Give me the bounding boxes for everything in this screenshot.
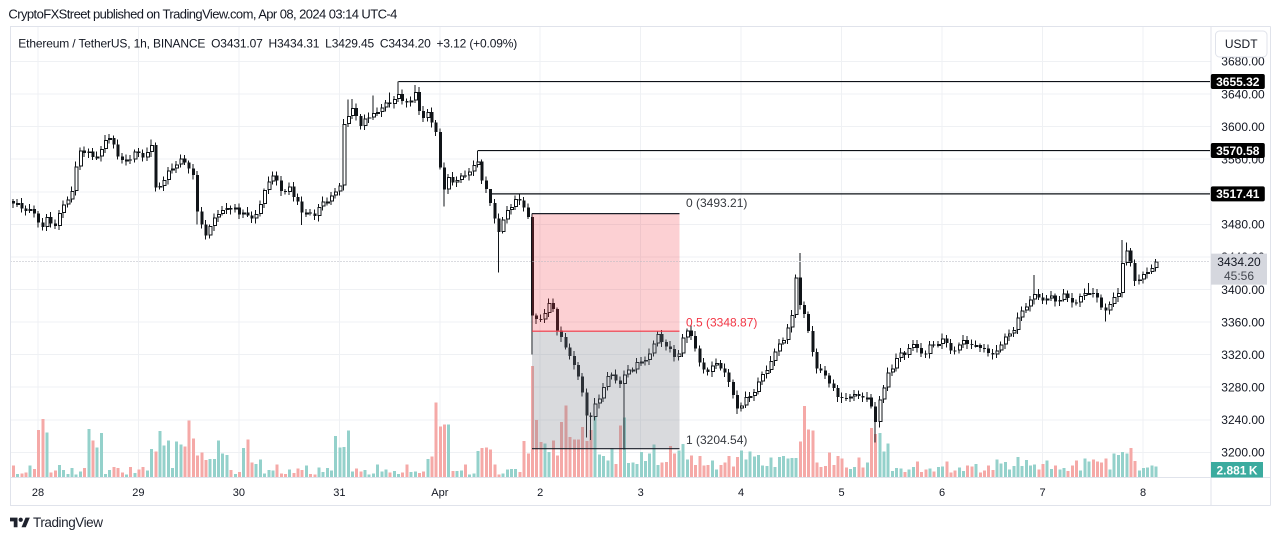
svg-text:3655.32: 3655.32 — [1216, 75, 1260, 89]
svg-text:3680.00: 3680.00 — [1221, 55, 1265, 69]
svg-text:3434.20: 3434.20 — [1217, 255, 1261, 269]
svg-text:3200.00: 3200.00 — [1221, 446, 1265, 460]
svg-text:30: 30 — [233, 487, 245, 499]
svg-text:2.881 K: 2.881 K — [1216, 463, 1257, 477]
svg-text:5: 5 — [839, 487, 845, 499]
svg-text:3320.00: 3320.00 — [1221, 348, 1265, 362]
svg-text:7: 7 — [1039, 487, 1045, 499]
svg-text:3517.41: 3517.41 — [1216, 187, 1260, 201]
svg-text:TradingView: TradingView — [33, 515, 103, 530]
svg-text:8: 8 — [1140, 487, 1146, 499]
svg-text:29: 29 — [132, 487, 144, 499]
svg-text:28: 28 — [32, 487, 44, 499]
svg-text:31: 31 — [333, 487, 345, 499]
svg-text:Ethereum / TetherUS, 1h, BINAN: Ethereum / TetherUS, 1h, BINANCE O3431.0… — [18, 37, 517, 51]
svg-text:3400.00: 3400.00 — [1221, 283, 1265, 297]
svg-text:0 (3493.21): 0 (3493.21) — [686, 196, 747, 210]
svg-text:45:56: 45:56 — [1224, 269, 1254, 283]
svg-text:3280.00: 3280.00 — [1221, 381, 1265, 395]
svg-text:3600.00: 3600.00 — [1221, 120, 1265, 134]
svg-text:4: 4 — [738, 487, 744, 499]
svg-text:6: 6 — [939, 487, 945, 499]
svg-text:3570.58: 3570.58 — [1216, 144, 1260, 158]
svg-text:3480.00: 3480.00 — [1221, 218, 1265, 232]
svg-text:Apr: Apr — [431, 487, 448, 499]
svg-text:1 (3204.54): 1 (3204.54) — [686, 433, 747, 447]
svg-text:3640.00: 3640.00 — [1221, 87, 1265, 101]
svg-text:0.5 (3348.87): 0.5 (3348.87) — [686, 316, 757, 330]
svg-text:CryptoFXStreet published on Tr: CryptoFXStreet published on TradingView.… — [8, 7, 397, 22]
svg-text:USDT: USDT — [1225, 37, 1258, 51]
svg-text:3: 3 — [638, 487, 644, 499]
svg-text:3360.00: 3360.00 — [1221, 315, 1265, 329]
svg-text:3240.00: 3240.00 — [1221, 413, 1265, 427]
svg-text:2: 2 — [537, 487, 543, 499]
